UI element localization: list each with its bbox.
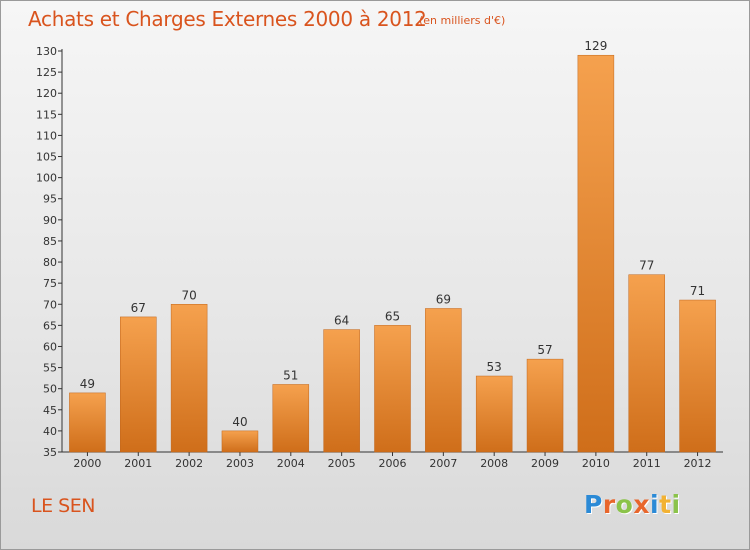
y-tick-label: 100	[36, 172, 57, 185]
x-tick-label: 2003	[226, 457, 254, 470]
y-tick-label: 60	[43, 340, 57, 353]
y-tick-label: 65	[43, 319, 57, 332]
chart-title: Achats et Charges Externes 2000 à 2012	[28, 7, 427, 31]
proxiti-logo[interactable]: Proxiti	[584, 490, 681, 519]
logo-letter: r	[602, 490, 616, 519]
data-label-2004: 51	[283, 368, 298, 382]
data-label-2002: 70	[181, 288, 196, 302]
bar-2006[interactable]	[374, 325, 411, 453]
data-label-2001: 67	[131, 301, 146, 315]
bar-2007[interactable]	[425, 308, 462, 453]
y-tick-label: 70	[43, 298, 57, 311]
bar-2004[interactable]	[272, 384, 310, 453]
bar-2008[interactable]	[475, 375, 513, 453]
data-label-2007: 69	[436, 292, 451, 306]
bar-2003[interactable]	[221, 430, 259, 453]
y-tick-label: 110	[36, 129, 57, 142]
logo-letter: P	[584, 490, 603, 519]
data-label-2006: 65	[385, 309, 400, 323]
x-tick-label: 2009	[531, 457, 559, 470]
y-tick-label: 35	[43, 446, 57, 459]
x-tick-label: 2005	[328, 457, 356, 470]
y-tick-label: 105	[36, 151, 57, 164]
data-label-2012: 71	[690, 284, 705, 298]
x-tick-label: 2004	[277, 457, 305, 470]
y-tick-label: 90	[43, 214, 57, 227]
chart-subtitle: (en milliers d'€)	[419, 14, 506, 27]
y-tick-label: 115	[36, 108, 57, 121]
bar-2005[interactable]	[323, 329, 360, 453]
data-label-2003: 40	[232, 415, 247, 429]
data-label-2005: 64	[334, 314, 349, 328]
y-tick-label: 55	[43, 362, 57, 375]
logo-letter: x	[633, 490, 650, 519]
y-tick-label: 95	[43, 193, 57, 206]
y-axis: 35 40 45 50 55 60 65 70 75 80 85 90 95 100 105 110 115 12…	[36, 45, 63, 459]
logo-letter: t	[659, 490, 672, 519]
place-name: LE SEN	[31, 495, 95, 517]
x-axis: 2000 2001 2002 2003 2004 2005 2006 2007 2008 2009…	[62, 451, 723, 470]
bar-2000[interactable]	[69, 392, 106, 453]
data-label-2000: 49	[80, 377, 95, 391]
logo-letter: i	[650, 490, 660, 519]
bar-2001[interactable]	[120, 316, 157, 453]
y-tick-label: 120	[36, 87, 57, 100]
x-tick-label: 2002	[175, 457, 203, 470]
x-tick-label: 2006	[379, 457, 407, 470]
y-tick-label: 50	[43, 383, 57, 396]
y-tick-label: 75	[43, 277, 57, 290]
y-tick-label: 45	[43, 404, 57, 417]
y-tick-label: 80	[43, 256, 57, 269]
data-labels: 49 67 70 40 51 64 65 69 53 57 129 77 71	[80, 39, 705, 429]
logo-letter: i	[671, 490, 681, 519]
x-tick-label: 2008	[480, 457, 508, 470]
x-tick-label: 2010	[582, 457, 610, 470]
bar-2011[interactable]	[628, 274, 665, 453]
bar-2012[interactable]	[679, 299, 716, 453]
data-label-2009: 57	[537, 343, 552, 357]
bar-2009[interactable]	[526, 358, 564, 453]
x-tick-label: 2012	[684, 457, 712, 470]
data-label-2011: 77	[639, 259, 654, 273]
logo-letter: o	[615, 490, 634, 519]
bars	[69, 54, 716, 453]
bar-2002[interactable]	[170, 304, 208, 453]
x-tick-label: 2007	[429, 457, 457, 470]
y-tick-label: 125	[36, 66, 57, 79]
data-label-2008: 53	[487, 360, 502, 374]
y-tick-label: 130	[36, 45, 57, 58]
data-label-2010: 129	[584, 39, 607, 53]
y-tick-label: 40	[43, 425, 57, 438]
x-tick-label: 2011	[633, 457, 661, 470]
y-tick-label: 85	[43, 235, 57, 248]
bar-2010[interactable]	[577, 54, 615, 453]
x-tick-label: 2000	[73, 457, 101, 470]
x-tick-label: 2001	[124, 457, 152, 470]
